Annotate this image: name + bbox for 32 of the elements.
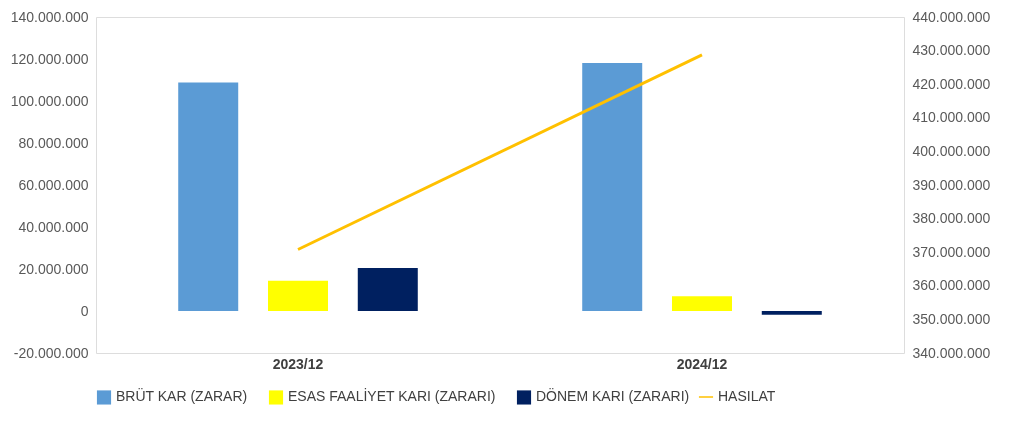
y-tick-label: 120.000.000 xyxy=(10,50,89,67)
y2-tick-label: 420.000.000 xyxy=(912,75,991,92)
y-tick-label: -20.000.000 xyxy=(13,344,89,361)
bar xyxy=(268,280,328,311)
x-tick-label: 2023/12 xyxy=(272,355,324,372)
y2-tick-label: 370.000.000 xyxy=(912,243,991,260)
y-tick-label: 140.000.000 xyxy=(10,8,89,25)
legend-label: HASILAT xyxy=(718,388,776,404)
y2-tick-label: 430.000.000 xyxy=(912,42,991,59)
y2-tick-label: 390.000.000 xyxy=(912,176,991,193)
y2-tick-label: 400.000.000 xyxy=(912,142,991,159)
bar xyxy=(357,267,418,311)
x-tick-label: 2024/12 xyxy=(676,355,728,372)
y-tick-label: 60.000.000 xyxy=(18,176,89,193)
y-tick-label: 100.000.000 xyxy=(10,92,89,109)
y2-tick-label: 350.000.000 xyxy=(912,310,991,327)
bar xyxy=(761,311,822,315)
y2-tick-label: 380.000.000 xyxy=(912,210,991,227)
y-tick-label: 40.000.000 xyxy=(18,218,89,235)
bar xyxy=(178,82,239,311)
legend-label: BRÜT KAR (ZARAR) xyxy=(116,387,248,405)
y2-tick-label: 340.000.000 xyxy=(912,344,991,361)
y-tick-label: 20.000.000 xyxy=(18,260,89,277)
y-tick-label: 0 xyxy=(80,302,89,319)
y2-tick-label: 360.000.000 xyxy=(912,277,991,294)
y2-tick-label: 410.000.000 xyxy=(912,109,991,126)
bar xyxy=(672,296,732,311)
legend-label: DÖNEM KARI (ZARARI) xyxy=(536,387,690,405)
y-tick-label: 80.000.000 xyxy=(18,134,89,151)
y2-tick-label: 440.000.000 xyxy=(912,8,991,25)
legend-label: ESAS FAALİYET KARI (ZARARI) xyxy=(288,387,496,405)
bar xyxy=(582,62,643,311)
